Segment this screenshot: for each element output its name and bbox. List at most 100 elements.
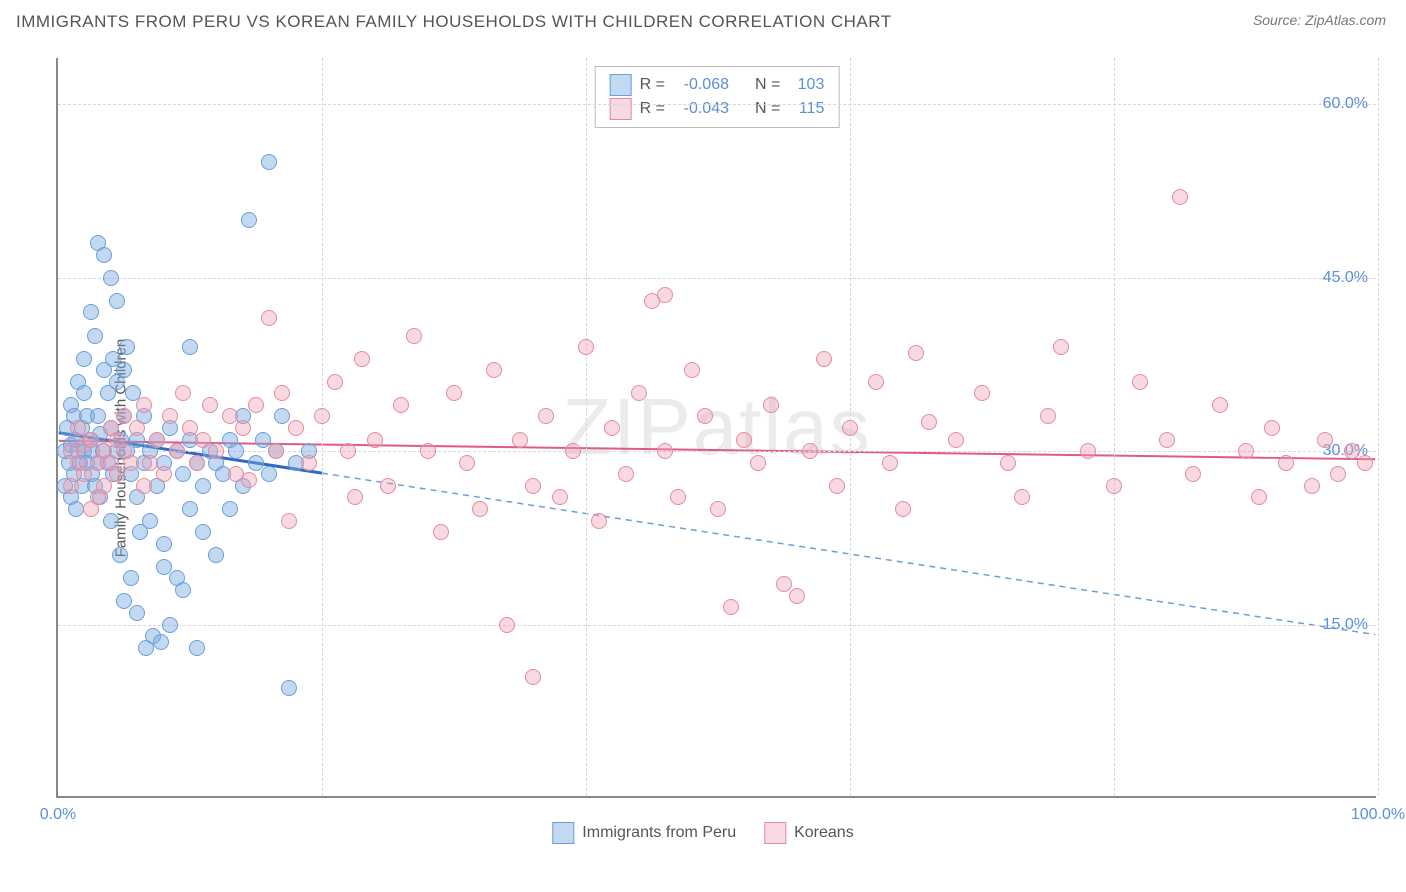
scatter-point <box>525 478 541 494</box>
scatter-point <box>1212 397 1228 413</box>
scatter-point <box>149 432 165 448</box>
scatter-point <box>109 293 125 309</box>
scatter-point <box>631 385 647 401</box>
scatter-point <box>816 351 832 367</box>
grid-line-horizontal <box>58 451 1376 452</box>
grid-line-horizontal <box>58 625 1376 626</box>
scatter-point <box>268 443 284 459</box>
scatter-point <box>123 570 139 586</box>
scatter-point <box>406 328 422 344</box>
scatter-point <box>420 443 436 459</box>
scatter-point <box>895 501 911 517</box>
scatter-point <box>261 154 277 170</box>
scatter-point <box>274 385 290 401</box>
scatter-point <box>1040 408 1056 424</box>
stat-label-n: N = <box>755 73 780 97</box>
scatter-point <box>76 385 92 401</box>
scatter-point <box>1159 432 1175 448</box>
trend-lines-svg <box>58 58 1376 796</box>
scatter-point <box>153 634 169 650</box>
y-tick-label: 45.0% <box>1323 269 1368 287</box>
scatter-point <box>175 466 191 482</box>
source-citation: Source: ZipAtlas.com <box>1253 12 1386 28</box>
scatter-point <box>241 212 257 228</box>
scatter-point <box>1304 478 1320 494</box>
legend-swatch-peru <box>610 74 632 96</box>
x-tick-label: 0.0% <box>40 806 76 824</box>
scatter-point <box>103 513 119 529</box>
series-legend: Immigrants from Peru Koreans <box>552 822 853 844</box>
scatter-point <box>123 455 139 471</box>
scatter-point <box>921 414 937 430</box>
scatter-point <box>750 455 766 471</box>
grid-line-horizontal <box>58 104 1376 105</box>
scatter-point <box>156 536 172 552</box>
legend-row-peru: R = -0.068 N = 103 <box>610 73 825 97</box>
scatter-point <box>657 443 673 459</box>
scatter-point <box>70 420 86 436</box>
scatter-point <box>162 408 178 424</box>
scatter-point <box>142 513 158 529</box>
scatter-point <box>222 408 238 424</box>
trend-line-dashed <box>322 473 1375 634</box>
scatter-point <box>486 362 502 378</box>
scatter-point <box>208 547 224 563</box>
scatter-point <box>76 351 92 367</box>
plot-area: ZIPatlas R = -0.068 N = 103 R = -0.043 N… <box>56 58 1376 798</box>
scatter-point <box>657 287 673 303</box>
scatter-point <box>248 455 264 471</box>
scatter-point <box>116 362 132 378</box>
scatter-point <box>354 351 370 367</box>
scatter-point <box>175 582 191 598</box>
scatter-point <box>1251 489 1267 505</box>
scatter-point <box>281 513 297 529</box>
scatter-point <box>222 501 238 517</box>
scatter-point <box>96 247 112 263</box>
y-tick-label: 15.0% <box>1323 616 1368 634</box>
scatter-point <box>274 408 290 424</box>
grid-line-vertical <box>1114 58 1115 796</box>
scatter-point <box>974 385 990 401</box>
scatter-point <box>175 385 191 401</box>
scatter-point <box>512 432 528 448</box>
scatter-point <box>393 397 409 413</box>
scatter-point <box>868 374 884 390</box>
scatter-point <box>552 489 568 505</box>
scatter-point <box>882 455 898 471</box>
stat-label-r: R = <box>640 73 665 97</box>
scatter-point <box>723 599 739 615</box>
scatter-point <box>208 443 224 459</box>
scatter-point <box>948 432 964 448</box>
scatter-point <box>776 576 792 592</box>
scatter-point <box>103 270 119 286</box>
grid-line-horizontal <box>58 278 1376 279</box>
scatter-point <box>195 524 211 540</box>
scatter-point <box>1132 374 1148 390</box>
scatter-point <box>538 408 554 424</box>
legend-row-koreans: R = -0.043 N = 115 <box>610 97 825 121</box>
stat-r-peru: -0.068 <box>673 73 729 97</box>
scatter-point <box>87 328 103 344</box>
scatter-point <box>83 432 99 448</box>
scatter-point <box>90 408 106 424</box>
scatter-point <box>472 501 488 517</box>
scatter-point <box>604 420 620 436</box>
scatter-point <box>255 432 271 448</box>
correlation-legend: R = -0.068 N = 103 R = -0.043 N = 115 <box>595 66 840 128</box>
scatter-point <box>156 466 172 482</box>
scatter-point <box>136 397 152 413</box>
scatter-point <box>248 397 264 413</box>
scatter-point <box>842 420 858 436</box>
scatter-point <box>189 455 205 471</box>
scatter-point <box>367 432 383 448</box>
legend-label-peru: Immigrants from Peru <box>582 824 736 842</box>
legend-swatch-peru <box>552 822 574 844</box>
stat-n-peru: 103 <box>788 73 824 97</box>
scatter-point <box>76 466 92 482</box>
scatter-point <box>763 397 779 413</box>
scatter-point <box>228 443 244 459</box>
scatter-point <box>1357 455 1373 471</box>
chart-container: Family Households with Children ZIPatlas… <box>16 48 1390 848</box>
scatter-point <box>1238 443 1254 459</box>
scatter-point <box>63 478 79 494</box>
